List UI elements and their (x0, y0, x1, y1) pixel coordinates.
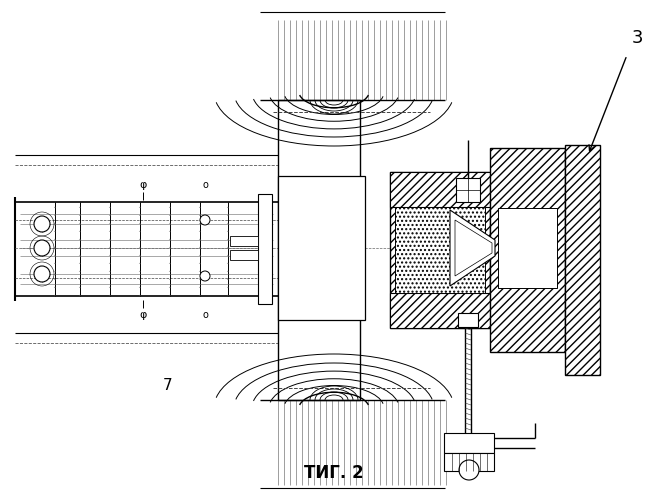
Circle shape (34, 216, 50, 232)
Bar (230, 236, 258, 246)
Bar (278, 100, 360, 400)
Bar (498, 208, 557, 288)
Circle shape (459, 460, 479, 480)
Bar (458, 313, 478, 327)
Text: ΤИГ. 2: ΤИГ. 2 (304, 464, 364, 482)
Circle shape (34, 266, 50, 282)
Bar (565, 145, 600, 375)
Text: φ: φ (140, 180, 147, 190)
Bar (390, 293, 490, 328)
Bar (390, 172, 490, 207)
Bar (456, 178, 480, 202)
Bar (444, 433, 494, 453)
Circle shape (200, 271, 210, 281)
Polygon shape (455, 220, 492, 276)
Polygon shape (450, 210, 495, 286)
Bar (278, 176, 365, 320)
Bar (490, 148, 565, 352)
Text: o: o (202, 310, 208, 320)
Bar (230, 250, 258, 260)
Text: φ: φ (140, 310, 147, 320)
Circle shape (34, 240, 50, 256)
Circle shape (200, 215, 210, 225)
Bar (390, 172, 490, 328)
Text: 7: 7 (163, 378, 173, 392)
Bar (395, 207, 485, 293)
Bar (258, 194, 272, 304)
Text: o: o (202, 180, 208, 190)
Bar (444, 453, 494, 471)
Text: 3: 3 (631, 29, 643, 47)
